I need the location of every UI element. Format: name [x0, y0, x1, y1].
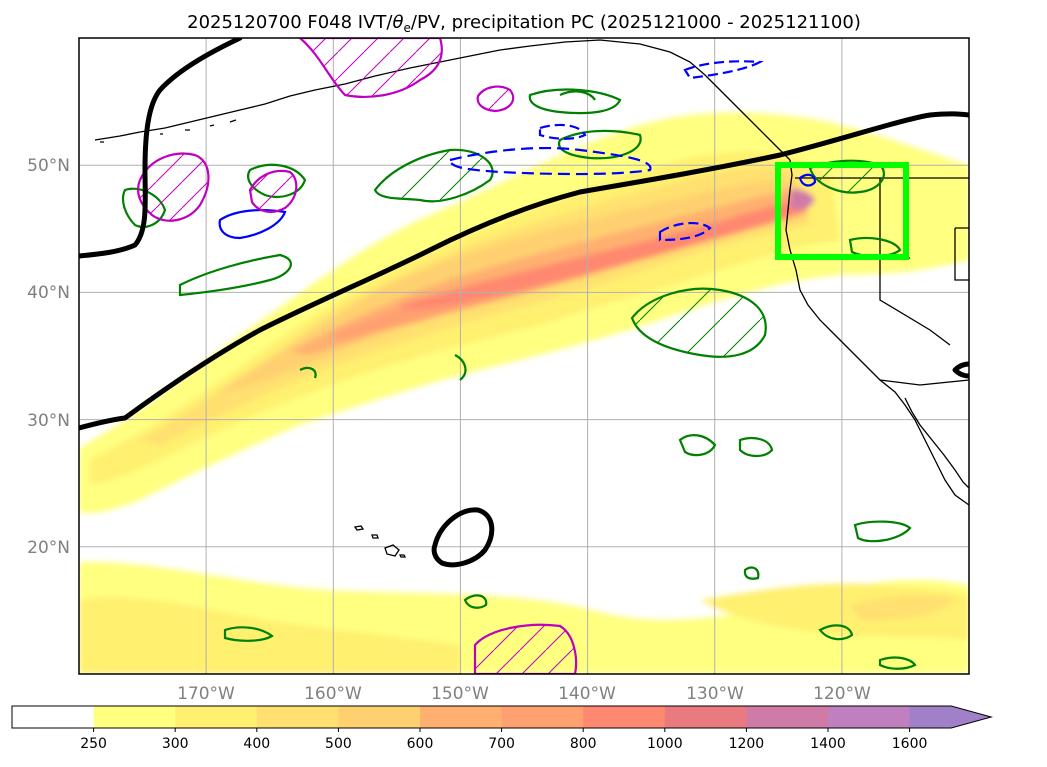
us-mexico-border [879, 379, 969, 386]
pv-negative-contours [218, 60, 817, 242]
ivt-shading-ar [79, 112, 969, 514]
precip-region-2 [630, 287, 767, 358]
colorbar-swatch-2 [175, 706, 258, 728]
theta-e-contours [79, 38, 969, 568]
lon-label-150w: 150°W [431, 684, 489, 704]
colorbar-swatch-1 [93, 706, 176, 728]
pv-neg-dashed-3 [658, 222, 712, 242]
pv-pos-4 [298, 38, 443, 98]
precip-region-9 [454, 354, 467, 381]
precip-region-10 [678, 434, 717, 457]
precip-contours [121, 88, 917, 670]
colorbar-label: 1400 [810, 736, 846, 752]
ivt-colorbar: 250 300 400 500 600 700 800 1000 1200 1400 1600 [11, 705, 994, 752]
lon-label-160w: 160°W [304, 684, 362, 704]
pv-neg-dashed-4 [683, 60, 764, 80]
lon-label-130w: 130°W [686, 684, 744, 704]
state-border-nv [879, 258, 951, 346]
colorbar-swatch-10 [828, 706, 911, 728]
pv-pos-5 [473, 623, 578, 674]
pv-pos-2 [248, 169, 298, 213]
hawaii-islands [353, 525, 407, 558]
precip-region-14 [743, 566, 760, 580]
pv-pos-3 [476, 85, 515, 113]
alaska-coast [94, 39, 791, 161]
lat-labels: 50°N 40°N 30°N 20°N [27, 156, 70, 558]
precip-region-1 [373, 148, 494, 203]
precip-region-12 [853, 520, 912, 543]
precip-region-19 [299, 366, 317, 379]
lat-label-50: 50°N [27, 156, 70, 176]
north-american-coast [785, 159, 969, 506]
precip-region-15 [818, 624, 854, 641]
precip-region-13 [223, 626, 274, 642]
lat-label-30: 30°N [27, 411, 70, 431]
lon-label-140w: 140°W [558, 684, 616, 704]
pv-positive-contours [136, 38, 578, 674]
precip-region-8 [559, 90, 596, 101]
colorbar-swatch-8 [664, 706, 747, 728]
chart-title: 2025120700 F048 IVT/θe/PV, precipitation… [187, 12, 861, 35]
aleutian-islands [100, 119, 237, 143]
pv-neg-solid-2 [798, 173, 817, 187]
theta-e-loop [431, 507, 495, 568]
colorbar-swatch-6 [501, 706, 584, 728]
lon-labels: 170°W 160°W 150°W 140°W 130°W 120°W [177, 684, 871, 704]
theta-e-east [952, 361, 969, 379]
precip-region-11 [738, 436, 774, 458]
colorbar-swatch-7 [583, 706, 666, 728]
colorbar-label: 1200 [729, 736, 765, 752]
precip-region-6 [178, 253, 292, 297]
colorbar-swatch-3 [256, 706, 339, 728]
lon-label-170w: 170°W [177, 684, 235, 704]
theta-e-north [79, 38, 243, 259]
precip-region-3 [808, 159, 885, 194]
colorbar-label: 700 [488, 736, 515, 752]
precip-region-17 [557, 129, 642, 160]
pv-neg-dashed-2 [538, 123, 587, 140]
colorbar-swatch-5 [420, 706, 503, 728]
ivt-shading-south [79, 561, 969, 674]
colorbar-label: 400 [243, 736, 270, 752]
colorbar-label: 300 [162, 736, 189, 752]
lat-label-40: 40°N [27, 283, 70, 303]
highlight-box [775, 162, 909, 260]
pv-neg-dashed-1 [448, 146, 652, 176]
colorbar-label: 250 [80, 736, 107, 752]
colorbar-swatch-4 [338, 706, 421, 728]
state-box-east [954, 227, 969, 281]
precip-region-7 [528, 88, 622, 115]
colorbar-outline [11, 705, 994, 729]
baja-coast [904, 397, 969, 489]
precip-region-16 [878, 656, 917, 670]
lon-label-120w: 120°W [813, 684, 871, 704]
colorbar-label: 800 [570, 736, 597, 752]
lat-label-20: 20°N [27, 538, 70, 558]
map-frame [78, 37, 970, 675]
colorbar-label: 1600 [892, 736, 928, 752]
precip-region-20 [463, 594, 488, 609]
colorbar-label: 500 [325, 736, 352, 752]
pv-neg-solid-1 [218, 208, 287, 240]
colorbar-extend-arrow [909, 706, 992, 728]
colorbar-swatch-0 [12, 706, 95, 728]
map-panel [79, 38, 969, 674]
colorbar-swatch-9 [746, 706, 829, 728]
graticule [79, 38, 969, 674]
colorbar-label: 600 [407, 736, 434, 752]
colorbar-label: 1000 [647, 736, 683, 752]
theta-e-main [79, 111, 969, 431]
